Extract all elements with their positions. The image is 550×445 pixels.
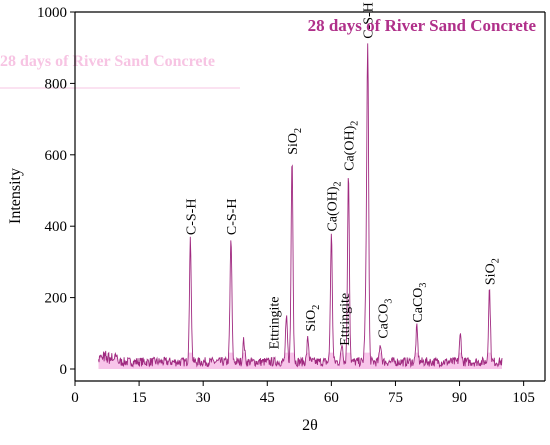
x-tick-label: 105 [512,390,535,406]
x-tick-label: 0 [71,390,79,406]
y-tick-label: 200 [45,291,68,307]
y-axis-title: Intensity [7,168,24,224]
peak-label-subscript: 3 [418,283,429,288]
peak-annotations: C-S-H C-S-H Ettringite SiO2 SiO2 Ca(OH)2 Ettri… [184,2,501,349]
y-tick-label: 0 [60,362,68,378]
peak-label: Ettringite [268,296,283,349]
chart-title: 28 days of River Sand Concrete [308,16,537,35]
x-tick-label: 60 [324,390,339,406]
peak-label: CaCO3 [377,299,395,339]
x-tick-label: 45 [260,390,275,406]
x-tick-label: 15 [132,390,147,406]
peak-label-subscript: 3 [384,299,395,304]
x-tick-label: 75 [388,390,403,406]
peak-label: Ca(OH)2 [325,181,343,231]
y-tick-label: 1000 [37,5,67,21]
peak-label-subscript: 2 [293,128,304,133]
ghost-title: 28 days of River Sand Concrete [0,53,215,70]
peak-label-subscript: 2 [490,258,501,263]
series-line [98,43,503,369]
x-tick-label: 90 [452,390,467,406]
y-tick-label: 600 [45,148,68,164]
peak-label: C-S-H [362,2,377,39]
peak-label: Ca(OH)2 [342,121,360,171]
x-tick-label: 30 [196,390,211,406]
y-tick-label: 400 [45,219,68,235]
peak-label: SiO2 [304,305,322,332]
y-tick-label: 800 [45,76,68,92]
peak-label-subscript: 2 [311,305,322,310]
peak-label: C-S-H [184,199,199,236]
axis-ticks: 0 15 30 45 60 75 90 105 0 200 400 600 800 1000 [37,5,535,406]
peak-label: CaCO3 [411,283,429,323]
peak-label: Ettringite [338,293,353,346]
x-axis-title: 2θ [302,417,318,434]
plot-area [98,43,503,369]
peak-label: C-S-H [225,199,240,236]
peak-label: SiO2 [483,258,501,285]
peak-label-subscript: 2 [349,121,360,126]
peak-label-subscript: 2 [332,181,343,186]
peak-label: SiO2 [286,128,304,155]
